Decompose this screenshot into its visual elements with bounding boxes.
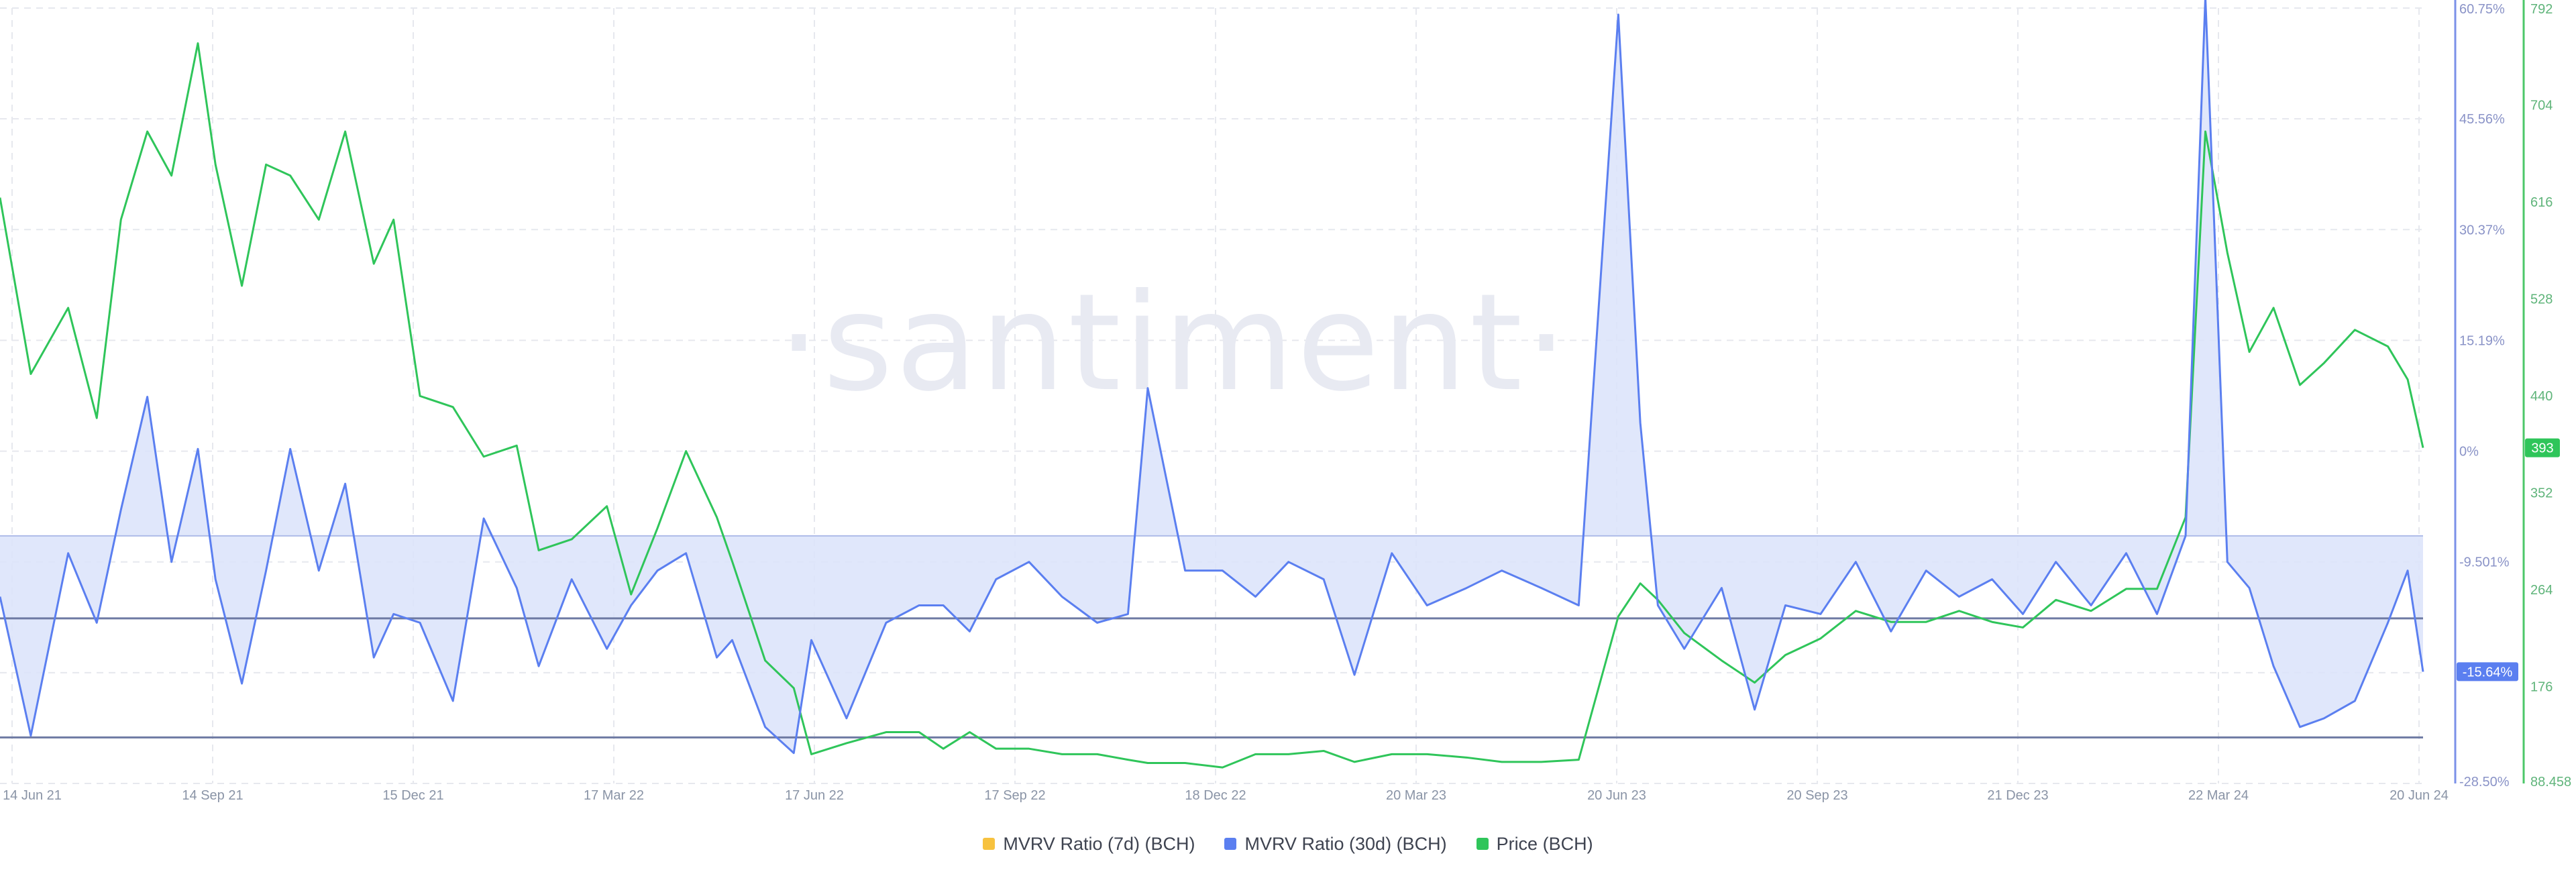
mvrv-tick-label: -28.50% [2459,775,2510,789]
price-current-badge [2525,438,2560,457]
x-tick-label: 15 Dec 21 [382,788,443,803]
mvrv-tick-label: 0% [2459,445,2479,459]
price-tick-label: 88.458 [2530,775,2571,789]
price-tick-label: 704 [2530,99,2553,113]
series-lines [0,0,2424,769]
price-tick-label: 264 [2530,583,2553,598]
price-line [0,42,2424,769]
axes [2454,0,2525,783]
x-tick-label: 20 Jun 24 [2390,788,2449,803]
legend-swatch-mvrv-30d [1224,838,1237,850]
price-tick-label: 792 [2530,2,2553,17]
x-tick-label: 17 Mar 22 [584,788,644,803]
x-tick-label: 17 Jun 22 [785,788,844,803]
x-tick-label: 20 Sep 23 [1786,788,1847,803]
current-value-badges: -15.64% 393 [2457,438,2560,682]
x-tick-label: 14 Sep 21 [182,788,243,803]
mvrv-30d-fill [0,0,2423,753]
x-axis-ticks: 14 Jun 21 14 Sep 21 15 Dec 21 17 Mar 22 17 J… [3,788,2449,803]
price-axis-ticks: 792 704 616 528 440 352 264 176 88.458 [2530,2,2571,789]
mvrv-axis-ticks: 60.75%45.56%30.37%15.19%0%-9.501%-19.00%… [2459,2,2510,789]
legend-swatch-mvrv-7d [983,838,996,850]
legend-swatch-price [1476,838,1489,850]
price-current-label: 393 [2531,441,2553,456]
mvrv-tick-label: 15.19% [2459,333,2505,348]
x-tick-label: 18 Dec 22 [1185,788,1246,803]
mvrv-current-label: -15.64% [2463,665,2513,679]
price-tick-label: 352 [2530,486,2553,501]
legend-item-price[interactable]: Price (BCH) [1476,833,1593,855]
mvrv-30d-area [0,0,2423,753]
x-tick-label: 22 Mar 24 [2188,788,2249,803]
x-tick-label: 20 Mar 23 [1386,788,1446,803]
price-tick-label: 616 [2530,195,2553,210]
watermark: ·santiment· [777,265,1570,421]
legend-label-price: Price (BCH) [1496,833,1593,854]
legend-label-mvrv-7d: MVRV Ratio (7d) (BCH) [1003,833,1195,854]
price-tick-label: 176 [2530,680,2553,695]
mvrv-tick-label: -9.501% [2459,555,2510,570]
x-tick-label: 21 Dec 23 [1987,788,2048,803]
price-tick-label: 528 [2530,292,2553,307]
mvrv-tick-label: 60.75% [2459,2,2505,17]
legend: MVRV Ratio (7d) (BCH) MVRV Ratio (30d) (… [0,830,2576,857]
legend-item-mvrv-30d[interactable]: MVRV Ratio (30d) (BCH) [1224,833,1447,855]
legend-item-mvrv-7d[interactable]: MVRV Ratio (7d) (BCH) [983,834,1195,855]
mvrv-tick-label: 30.37% [2459,223,2505,237]
mvrv-current-badge [2457,662,2518,682]
mvrv-30d-line [0,0,2424,755]
price-tick-label: 440 [2530,389,2553,404]
x-tick-label: 14 Jun 21 [3,788,62,803]
legend-label-mvrv-30d: MVRV Ratio (30d) (BCH) [1244,833,1447,854]
x-tick-label: 20 Jun 23 [1587,788,1646,803]
x-tick-label: 17 Sep 22 [984,788,1045,803]
mvrv-tick-label: 45.56% [2459,112,2505,127]
